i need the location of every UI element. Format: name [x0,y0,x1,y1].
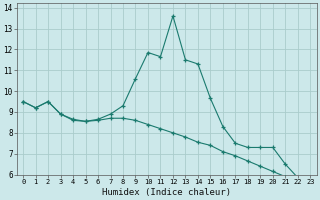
X-axis label: Humidex (Indice chaleur): Humidex (Indice chaleur) [102,188,231,197]
